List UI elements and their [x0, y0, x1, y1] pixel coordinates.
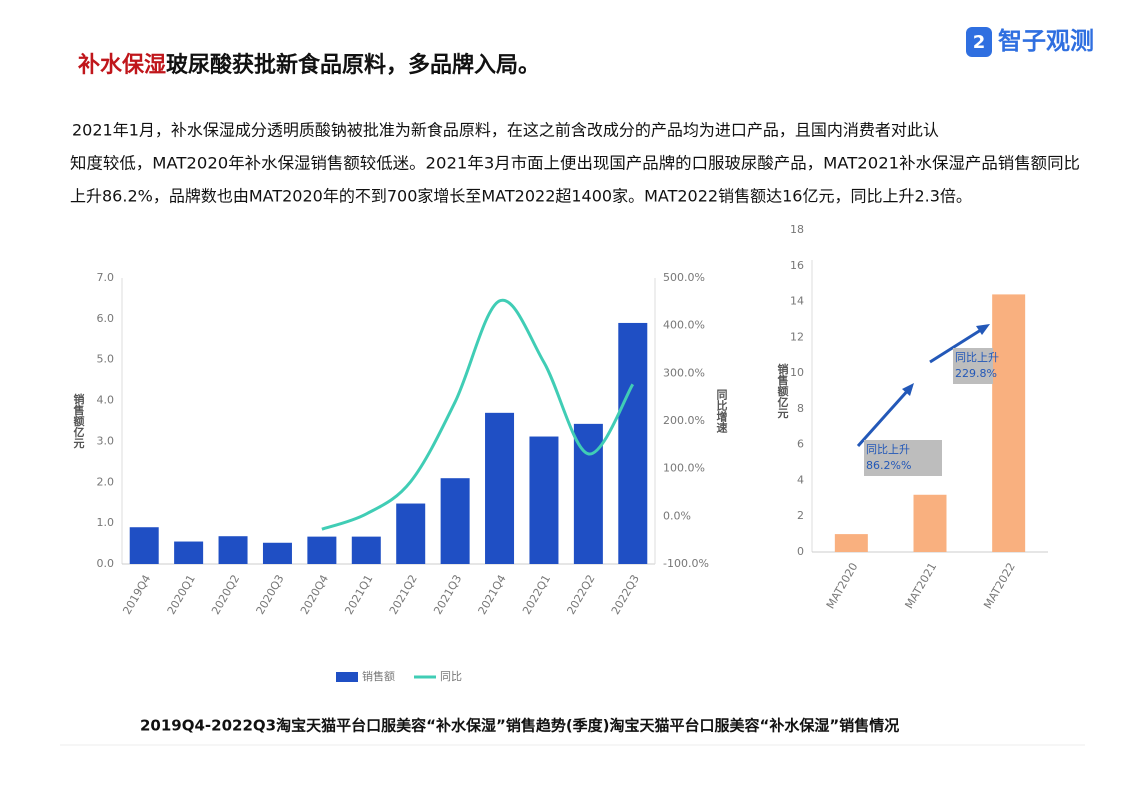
y-tick-label: 6.0 — [97, 312, 115, 325]
y-tick-label: 4 — [797, 473, 804, 486]
y-tick-label: 12 — [790, 330, 804, 343]
bar — [174, 541, 204, 564]
x-tick-label: 2021Q1 — [342, 573, 375, 617]
bar — [351, 536, 381, 564]
y-tick-label: 0 — [797, 545, 804, 558]
y-axis-label: 销售额亿元 — [72, 392, 86, 449]
y-tick-label: 16 — [790, 259, 804, 272]
y-tick-label: 2.0 — [97, 475, 115, 488]
x-tick-label: 2021Q4 — [476, 573, 509, 617]
y-tick-label: 14 — [790, 295, 804, 308]
bar — [307, 536, 337, 564]
y-tick-label: 6 — [797, 438, 804, 451]
bar — [992, 294, 1026, 552]
annotation: 同比上升 229.8% — [955, 351, 999, 380]
bar — [440, 478, 470, 564]
bar — [129, 527, 159, 564]
y2-tick-label: 100.0% — [663, 462, 705, 475]
bar — [618, 322, 648, 564]
y2-tick-label: 500.0% — [663, 271, 705, 284]
x-tick-label: 2020Q3 — [254, 573, 287, 617]
bar — [218, 536, 248, 564]
y-tick-label: 0.0 — [97, 557, 115, 570]
y2-tick-label: 0.0% — [663, 509, 691, 522]
x-tick-label: MAT2021 — [903, 561, 940, 612]
x-tick-label: 2021Q3 — [431, 573, 464, 617]
paragraph-line: 上升86.2%，品牌数也由MAT2020年的不到700家增长至MAT2022超1… — [70, 187, 972, 206]
legend-label: 销售额 — [362, 669, 395, 683]
y-tick-label: 3.0 — [97, 434, 115, 447]
x-tick-label: 2022Q3 — [609, 573, 642, 617]
bar — [834, 534, 868, 552]
y2-tick-label: -100.0% — [663, 557, 709, 570]
bar — [485, 412, 515, 564]
x-tick-label: 2020Q1 — [165, 573, 198, 617]
arrow — [929, 326, 985, 364]
bar — [396, 503, 426, 564]
y-tick-label: 2 — [797, 509, 804, 522]
annotation: 同比上升 86.2%% — [866, 443, 911, 472]
y-tick-label: 18 — [790, 223, 804, 236]
y-tick-label: 4.0 — [97, 394, 115, 407]
legend-swatch — [336, 672, 358, 682]
y2-axis-label: 同比增速 — [715, 389, 728, 434]
bar — [262, 542, 292, 564]
arrow-head — [976, 324, 990, 335]
y2-tick-label: 400.0% — [663, 319, 705, 332]
x-tick-label: MAT2022 — [981, 561, 1018, 612]
x-tick-label: 2019Q4 — [120, 573, 153, 617]
arrow-head — [902, 383, 914, 396]
bar — [913, 494, 947, 552]
caption: 2019Q4-2022Q3淘宝天猫平台口服美容“补水保湿”销售趋势(季度)淘宝天… — [140, 717, 899, 735]
bar — [529, 436, 559, 564]
annotation-box — [864, 440, 942, 476]
x-tick-label: 2022Q2 — [564, 573, 597, 617]
logo-mark: 2 — [973, 32, 986, 53]
title: 玻尿酸获批新食品原料，多品牌入局。 — [166, 52, 540, 78]
line — [321, 298, 635, 531]
logo-icon — [966, 27, 992, 57]
legend-label: 同比 — [440, 670, 462, 683]
y2-tick-label: 300.0% — [663, 366, 705, 379]
y-axis-label: 销售额亿元 — [776, 362, 790, 419]
paragraph-line: 2021年1月，补水保湿成分透明质酸钠被批准为新食品原料，在这之前含改成分的产品… — [72, 121, 939, 140]
y-tick-label: 8 — [797, 402, 804, 415]
y-tick-label: 10 — [790, 366, 804, 379]
x-tick-label: 2022Q1 — [520, 573, 553, 617]
paragraph-line: 知度较低，MAT2020年补水保湿销售额较低迷。2021年3月市面上便出现国产品… — [70, 154, 1080, 173]
title-highlight: 补水保湿 — [77, 53, 166, 78]
annotation-box — [953, 348, 993, 384]
y-tick-label: 1.0 — [97, 516, 115, 529]
y2-tick-label: 200.0% — [663, 414, 705, 427]
x-tick-label: 2021Q2 — [387, 573, 420, 617]
y-tick-label: 5.0 — [97, 353, 115, 366]
arrow — [856, 386, 912, 448]
logo-text: 智子观测 — [998, 27, 1094, 55]
y-tick-label: 7.0 — [97, 271, 115, 284]
x-tick-label: 2020Q4 — [298, 573, 331, 617]
x-tick-label: MAT2020 — [824, 560, 861, 611]
x-tick-label: 2020Q2 — [209, 573, 242, 617]
